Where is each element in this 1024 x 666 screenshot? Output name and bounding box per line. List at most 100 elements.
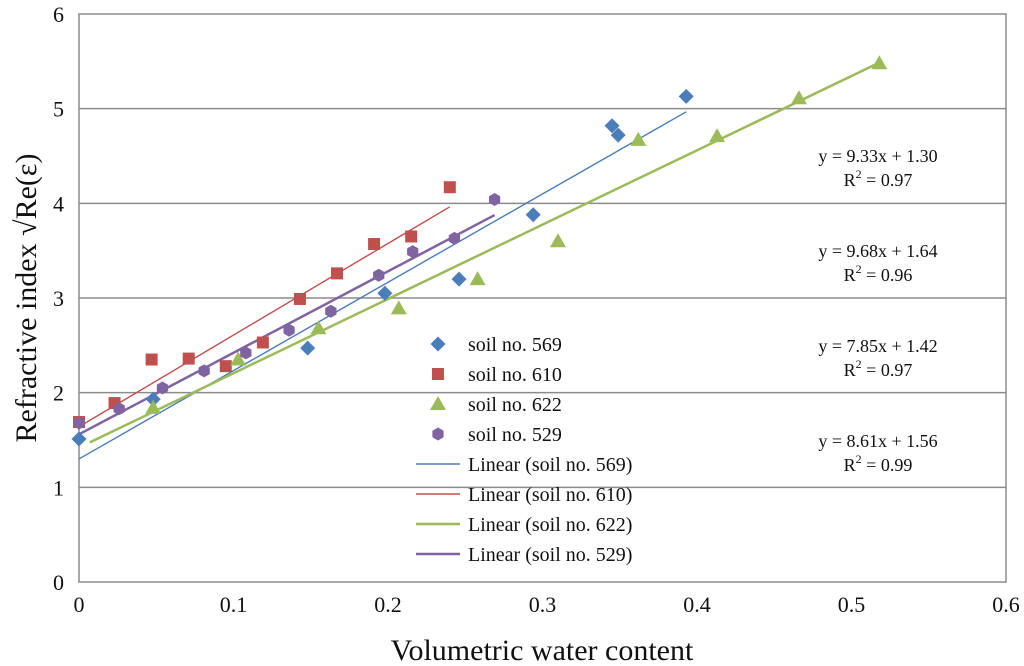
legend-label: Linear (soil no. 529) (468, 544, 632, 566)
r-squared: R2 = 0.97 (844, 357, 913, 380)
y-tick-label: 6 (53, 2, 64, 27)
data-point (489, 193, 501, 206)
r-squared: R2 = 0.99 (844, 452, 913, 475)
r-squared-symbol: R (844, 360, 856, 380)
r-squared-exponent: 2 (856, 357, 862, 371)
data-point (230, 351, 247, 366)
x-tick-label: 0.3 (529, 592, 557, 617)
data-point (145, 353, 158, 366)
legend-label: soil no. 622 (468, 394, 562, 416)
x-tick-label: 0.6 (992, 592, 1020, 617)
regression-equation: y = 9.68x + 1.64 (818, 241, 937, 261)
data-point (368, 238, 381, 251)
data-point (871, 55, 888, 70)
tick-labels: 0 0.1 0.2 0.3 0.4 0.5 0.6 0 1 2 3 4 5 6 (53, 2, 1020, 617)
data-point (283, 323, 295, 337)
data-point (678, 88, 694, 104)
data-point (407, 245, 419, 259)
data-point (549, 233, 566, 248)
data-point (469, 271, 486, 286)
data-point (219, 360, 232, 373)
y-tick-label: 5 (53, 97, 64, 122)
x-tick-label: 0.4 (683, 592, 711, 617)
data-point (377, 285, 393, 301)
grid-lines (79, 107, 1006, 489)
r-squared-value: = 0.96 (862, 265, 913, 285)
data-point (145, 391, 161, 407)
r-squared-value: = 0.97 (862, 170, 913, 190)
data-point (145, 399, 162, 414)
plot-area-border (78, 13, 1007, 583)
y-tick-label: 3 (53, 286, 64, 311)
data-point (300, 340, 316, 356)
data-point (73, 416, 85, 430)
data-point (293, 292, 306, 305)
legend-marker (432, 427, 444, 441)
r-squared-exponent: 2 (856, 262, 862, 276)
legend-label: soil no. 529 (468, 424, 562, 446)
r-squared-symbol: R (844, 455, 856, 475)
legend-label: Linear (soil no. 622) (468, 514, 632, 536)
x-tick-label: 0.2 (374, 592, 402, 617)
r-squared-exponent: 2 (856, 452, 862, 466)
x-axis-title: Volumetric water content (391, 634, 694, 666)
legend-label: Linear (soil no. 569) (468, 454, 632, 476)
legend-marker (430, 396, 446, 410)
data-point (182, 352, 195, 365)
y-tick-label: 1 (53, 475, 64, 500)
r-squared-value: = 0.99 (862, 455, 913, 475)
data-point (405, 230, 418, 243)
y-tick-label: 4 (53, 191, 64, 216)
legend-label: soil no. 610 (468, 364, 562, 386)
data-point (610, 127, 626, 143)
series-3 (73, 193, 501, 430)
y-axis-title: Refractive index √Re(ε) (10, 154, 43, 443)
x-tick-label: 0.5 (838, 592, 866, 617)
data-point (113, 402, 125, 416)
r-squared: R2 = 0.96 (844, 262, 913, 285)
trendline-1 (78, 206, 451, 428)
r-squared-exponent: 2 (856, 167, 862, 181)
data-point (790, 90, 807, 105)
r-squared-value: = 0.97 (862, 360, 913, 380)
data-point (448, 231, 461, 245)
data-point (390, 300, 407, 315)
trendline-0 (78, 111, 687, 460)
data-point (604, 118, 620, 134)
data-point (71, 431, 87, 447)
series-2 (145, 55, 888, 414)
data-point (630, 131, 647, 146)
series-0 (71, 88, 694, 447)
data-point (709, 128, 726, 143)
regression-equation: y = 9.33x + 1.30 (818, 146, 937, 166)
legend-label: Linear (soil no. 610) (468, 484, 632, 506)
data-point (310, 320, 327, 335)
data-point (373, 268, 385, 282)
data-point (156, 381, 169, 395)
r-squared: R2 = 0.97 (844, 167, 913, 190)
y-tick-label: 2 (53, 381, 64, 406)
x-tick-label: 0.1 (220, 592, 248, 617)
x-tick-label: 0 (74, 592, 85, 617)
regression-equation: y = 7.85x + 1.42 (818, 336, 937, 356)
trendline-2 (89, 60, 883, 444)
data-point (256, 336, 269, 349)
legend-marker (430, 336, 446, 352)
data-point (443, 181, 456, 194)
data-point (198, 364, 210, 378)
data-point (451, 271, 467, 287)
r-squared-symbol: R (844, 170, 856, 190)
legend-marker (432, 368, 444, 380)
trendline-3 (78, 213, 496, 436)
data-point (525, 207, 541, 223)
legend: soil no. 569 soil no. 610 soil no. 622 soil… (416, 334, 632, 566)
y-tick-label: 0 (53, 570, 64, 595)
r-squared-symbol: R (844, 265, 856, 285)
data-point (325, 304, 337, 318)
